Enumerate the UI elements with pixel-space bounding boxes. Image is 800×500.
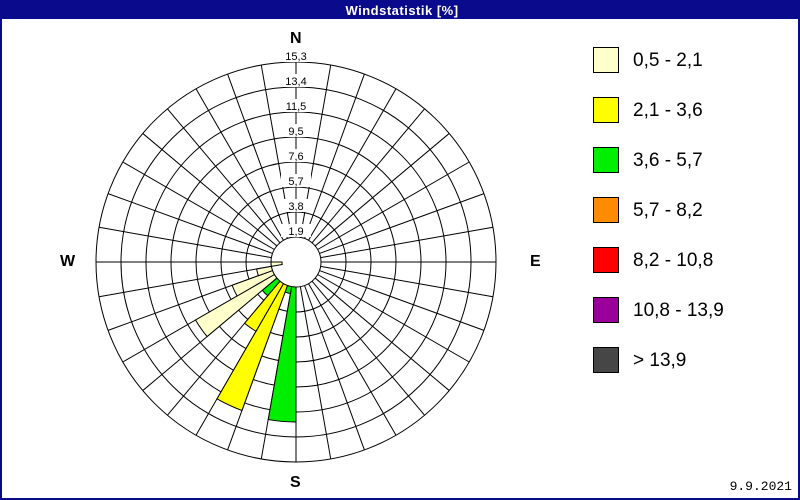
svg-text:15,3: 15,3 — [285, 51, 306, 63]
svg-text:13,4: 13,4 — [285, 76, 306, 88]
svg-text:7,6: 7,6 — [288, 151, 303, 163]
svg-text:5,7: 5,7 — [288, 176, 303, 188]
svg-text:11,5: 11,5 — [286, 101, 307, 113]
svg-text:9,5: 9,5 — [288, 126, 303, 138]
svg-text:3,8: 3,8 — [288, 201, 303, 213]
svg-text:1,9: 1,9 — [288, 226, 303, 238]
